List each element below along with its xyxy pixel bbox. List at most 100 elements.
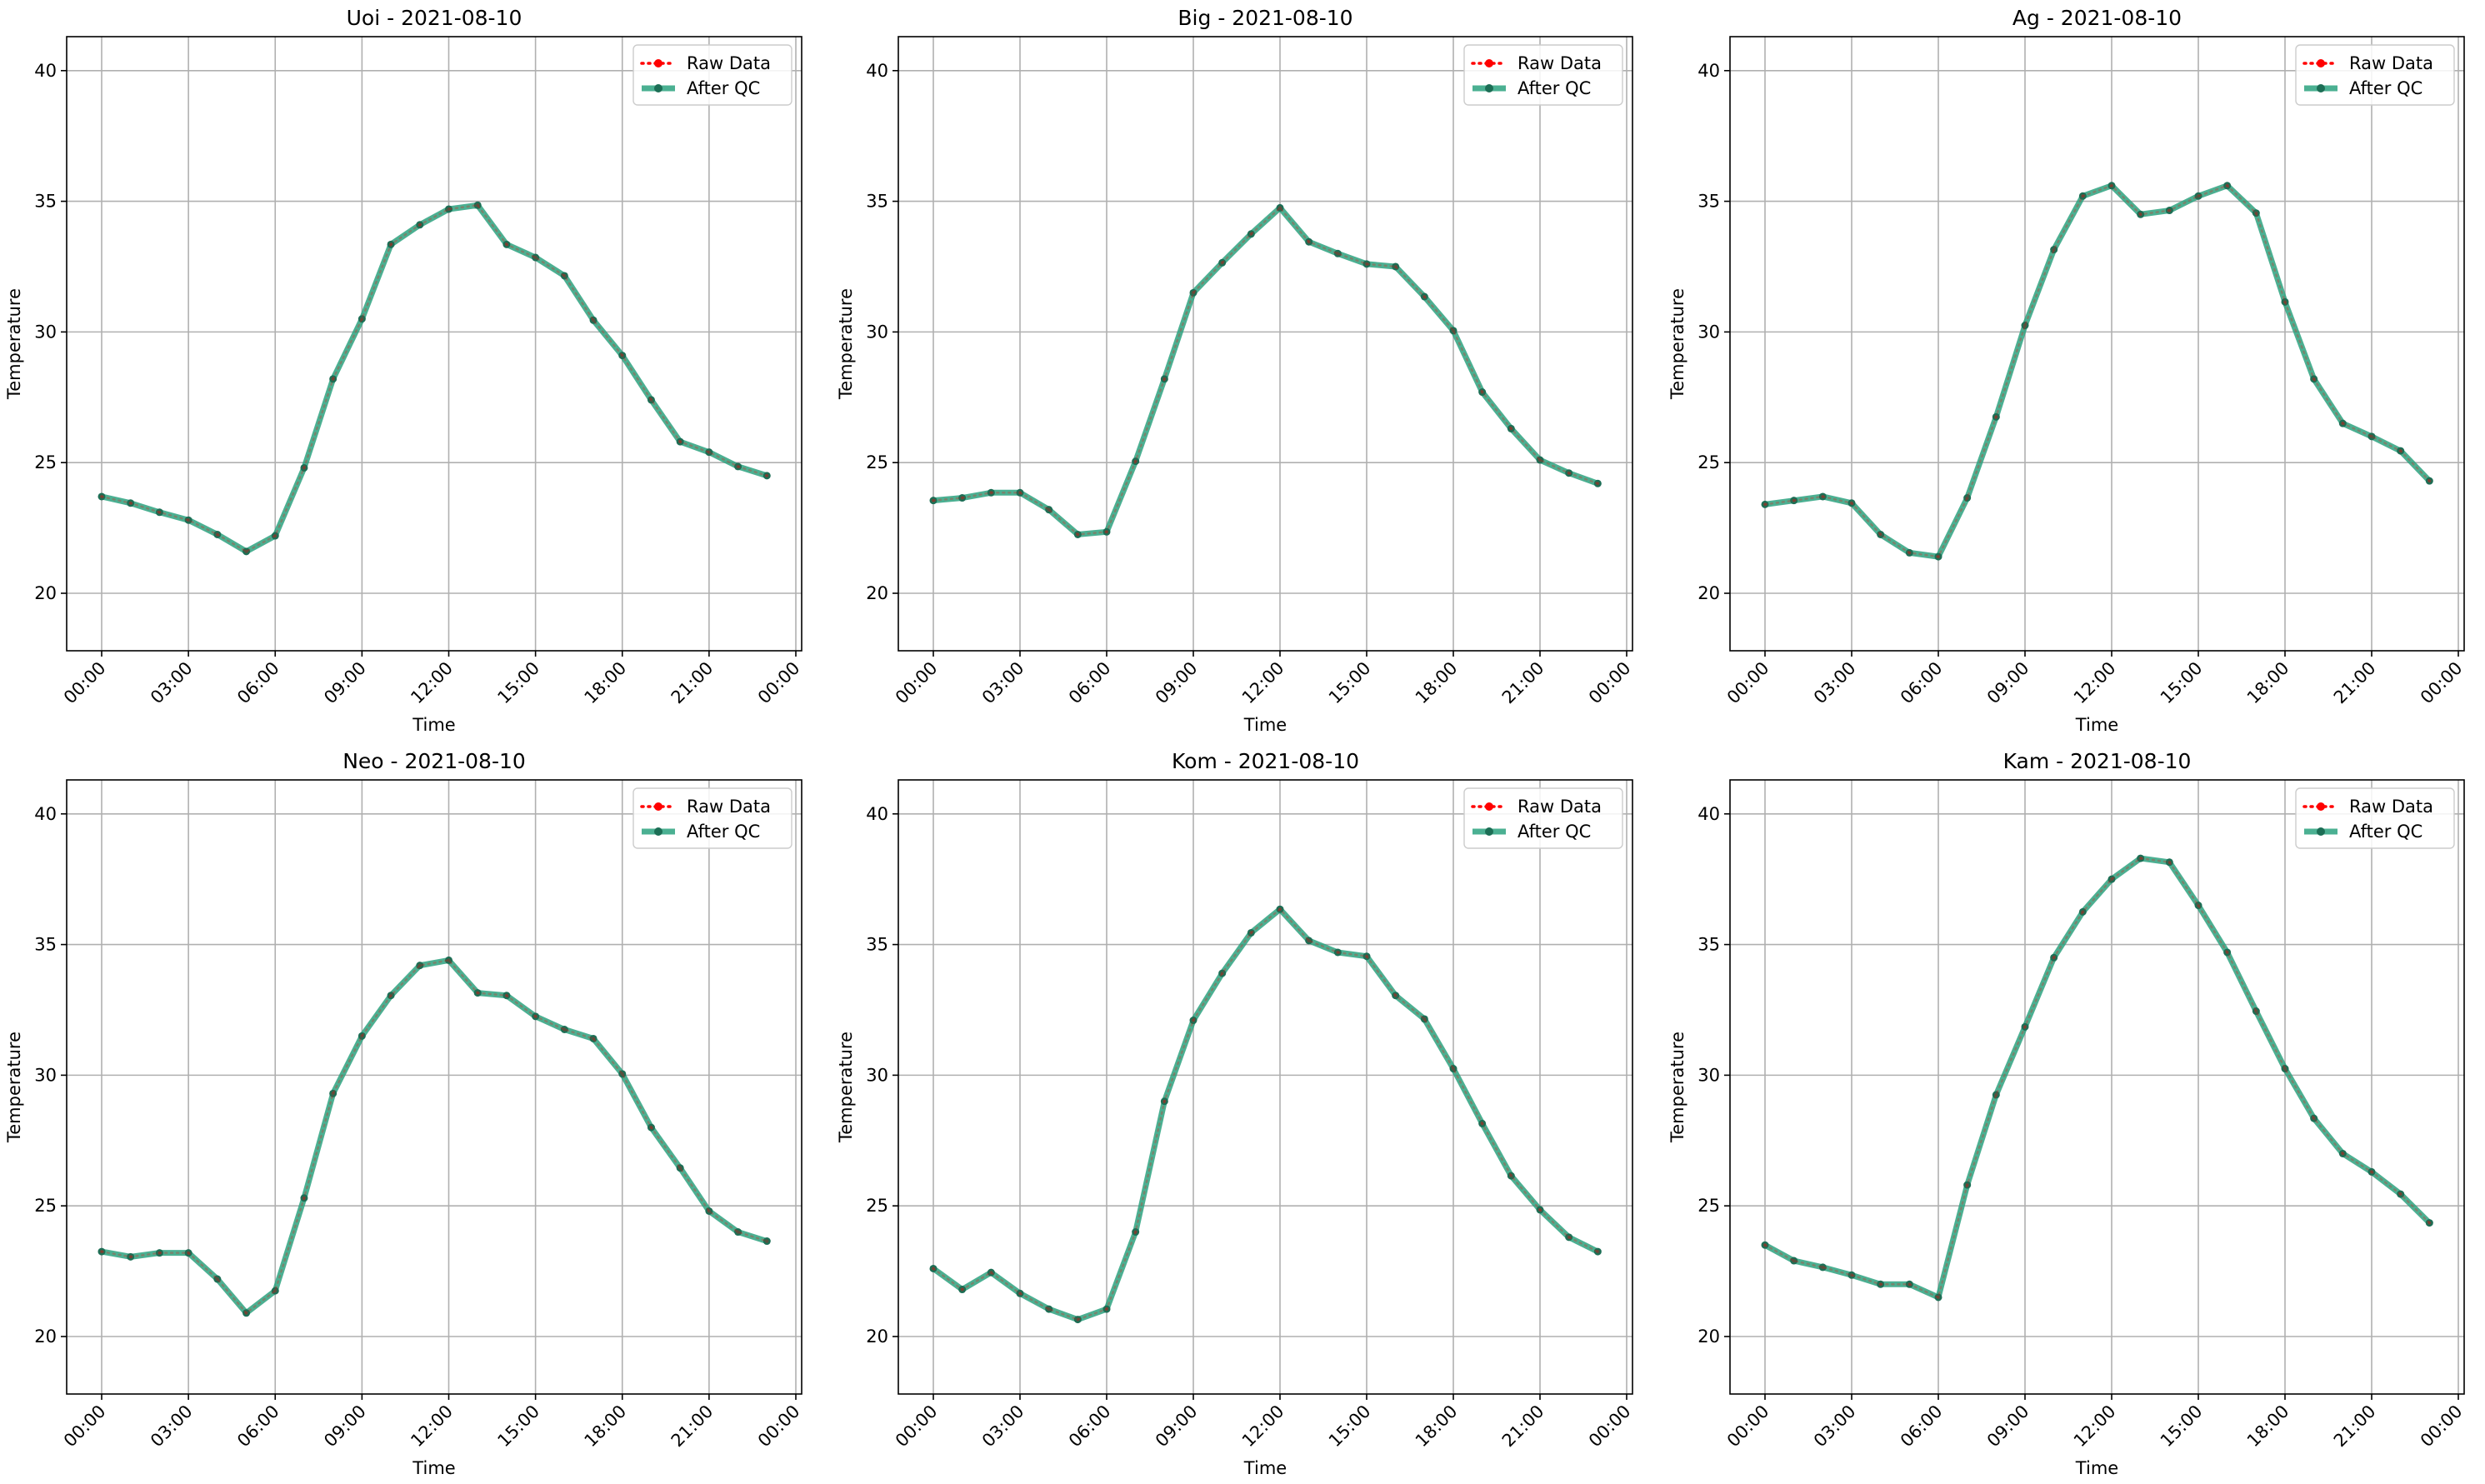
point-raw-data [128, 1255, 132, 1259]
legend: Raw Data After QC [632, 787, 792, 849]
point-after-qc [155, 508, 163, 517]
point-raw-data [2428, 478, 2432, 483]
point-after-qc [1565, 1233, 1573, 1242]
axes-frame [1729, 779, 2465, 1395]
point-after-qc [705, 1207, 713, 1215]
point-raw-data [1191, 1018, 1196, 1022]
y-tick-label: 40 [1698, 804, 1720, 824]
point-raw-data [331, 1092, 335, 1096]
x-tick-label: 00:00 [754, 658, 804, 708]
x-tick-label: 09:00 [320, 1402, 370, 1452]
point-raw-data [1596, 1249, 1600, 1254]
point-raw-data [989, 1270, 993, 1275]
point-after-qc [473, 989, 482, 997]
point-raw-data [2052, 956, 2056, 960]
point-raw-data [931, 1267, 936, 1271]
x-axis-label: Time [1243, 1458, 1287, 1478]
y-tick-label: 20 [34, 583, 57, 603]
point-raw-data [765, 1239, 769, 1243]
point-after-qc [1102, 527, 1111, 536]
point-raw-data [1104, 530, 1109, 534]
point-after-qc [1593, 479, 1602, 487]
point-raw-data [2138, 856, 2142, 861]
point-raw-data [2254, 211, 2258, 215]
x-tick-label: 09:00 [1983, 1402, 2033, 1452]
point-after-qc [1420, 292, 1428, 301]
point-after-qc [1102, 1305, 1111, 1313]
point-after-qc [1247, 230, 1255, 238]
point-after-qc [2050, 246, 2058, 254]
point-after-qc [589, 1034, 598, 1042]
point-after-qc [1905, 1280, 1913, 1288]
point-raw-data [1849, 501, 1854, 506]
point-raw-data [1307, 938, 1311, 943]
point-raw-data [1018, 1292, 1022, 1296]
point-raw-data [1792, 1258, 1796, 1263]
point-after-qc [1362, 260, 1371, 268]
x-tick-label: 09:00 [1983, 658, 2033, 708]
point-raw-data [1792, 498, 1796, 502]
legend-marker-raw-data [1485, 802, 1493, 811]
x-tick-label: 03:00 [147, 1402, 197, 1452]
legend-label-raw-data: Raw Data [687, 53, 771, 73]
point-raw-data [476, 991, 480, 995]
point-after-qc [300, 1194, 308, 1202]
point-after-qc [213, 530, 222, 538]
subplot-title: Big - 2021-08-10 [1178, 6, 1352, 30]
x-tick-label: 00:00 [1723, 658, 1773, 708]
point-raw-data [1307, 239, 1311, 244]
point-after-qc [2078, 907, 2087, 916]
legend-marker-raw-data [654, 59, 662, 67]
point-raw-data [158, 510, 162, 514]
point-after-qc [1905, 548, 1913, 557]
point-raw-data [2196, 903, 2201, 907]
grid [67, 37, 802, 651]
point-raw-data [447, 958, 451, 962]
point-raw-data [1762, 1243, 1768, 1247]
point-raw-data [1336, 950, 1340, 955]
legend-label-after-qc: After QC [2349, 78, 2422, 98]
point-raw-data [1965, 1182, 1969, 1187]
y-tick-label: 25 [866, 452, 888, 472]
legend-label-after-qc: After QC [1518, 78, 1591, 98]
y-tick-label: 20 [866, 583, 888, 603]
point-after-qc [358, 315, 366, 323]
point-after-qc [1507, 424, 1515, 432]
point-after-qc [1392, 992, 1400, 1000]
series-line-raw-data [932, 907, 1599, 1321]
point-raw-data [562, 273, 567, 278]
point-after-qc [1333, 948, 1342, 957]
x-tick-label: 21:00 [668, 658, 718, 708]
legend-marker-after-qc [1485, 827, 1493, 836]
point-raw-data [620, 1072, 624, 1077]
subplot-title: Kom - 2021-08-10 [1172, 749, 1359, 773]
point-after-qc [1045, 1305, 1053, 1313]
y-tick-label: 40 [34, 61, 57, 81]
point-raw-data [1393, 264, 1398, 269]
legend: Raw Data After QC [1463, 787, 1623, 849]
point-after-qc [1761, 500, 1769, 508]
point-after-qc [329, 1089, 338, 1097]
point-after-qc [560, 1026, 568, 1034]
subplot-1: 00:00 03:00 06:00 09:00 12:00 15:00 18:00 21:00… [836, 6, 1635, 735]
point-after-qc [734, 1228, 742, 1237]
x-tick-label: 15:00 [2157, 1402, 2207, 1452]
point-raw-data [476, 203, 480, 207]
point-raw-data [504, 993, 509, 997]
point-after-qc [1218, 258, 1227, 267]
x-tick-label: 00:00 [892, 658, 942, 708]
point-raw-data [2398, 448, 2402, 453]
point-raw-data [1047, 507, 1051, 512]
point-raw-data [215, 1277, 220, 1282]
axes-frame [66, 779, 802, 1395]
legend-label-after-qc: After QC [2349, 822, 2422, 842]
legend-label-raw-data: Raw Data [1518, 53, 1602, 73]
point-after-qc [2397, 447, 2405, 455]
point-raw-data [736, 1230, 740, 1234]
x-tick-label: 21:00 [1498, 658, 1548, 708]
series-line-raw-data [1763, 857, 2431, 1299]
point-raw-data [2168, 208, 2172, 212]
point-raw-data [99, 494, 104, 499]
point-raw-data [2196, 194, 2201, 198]
